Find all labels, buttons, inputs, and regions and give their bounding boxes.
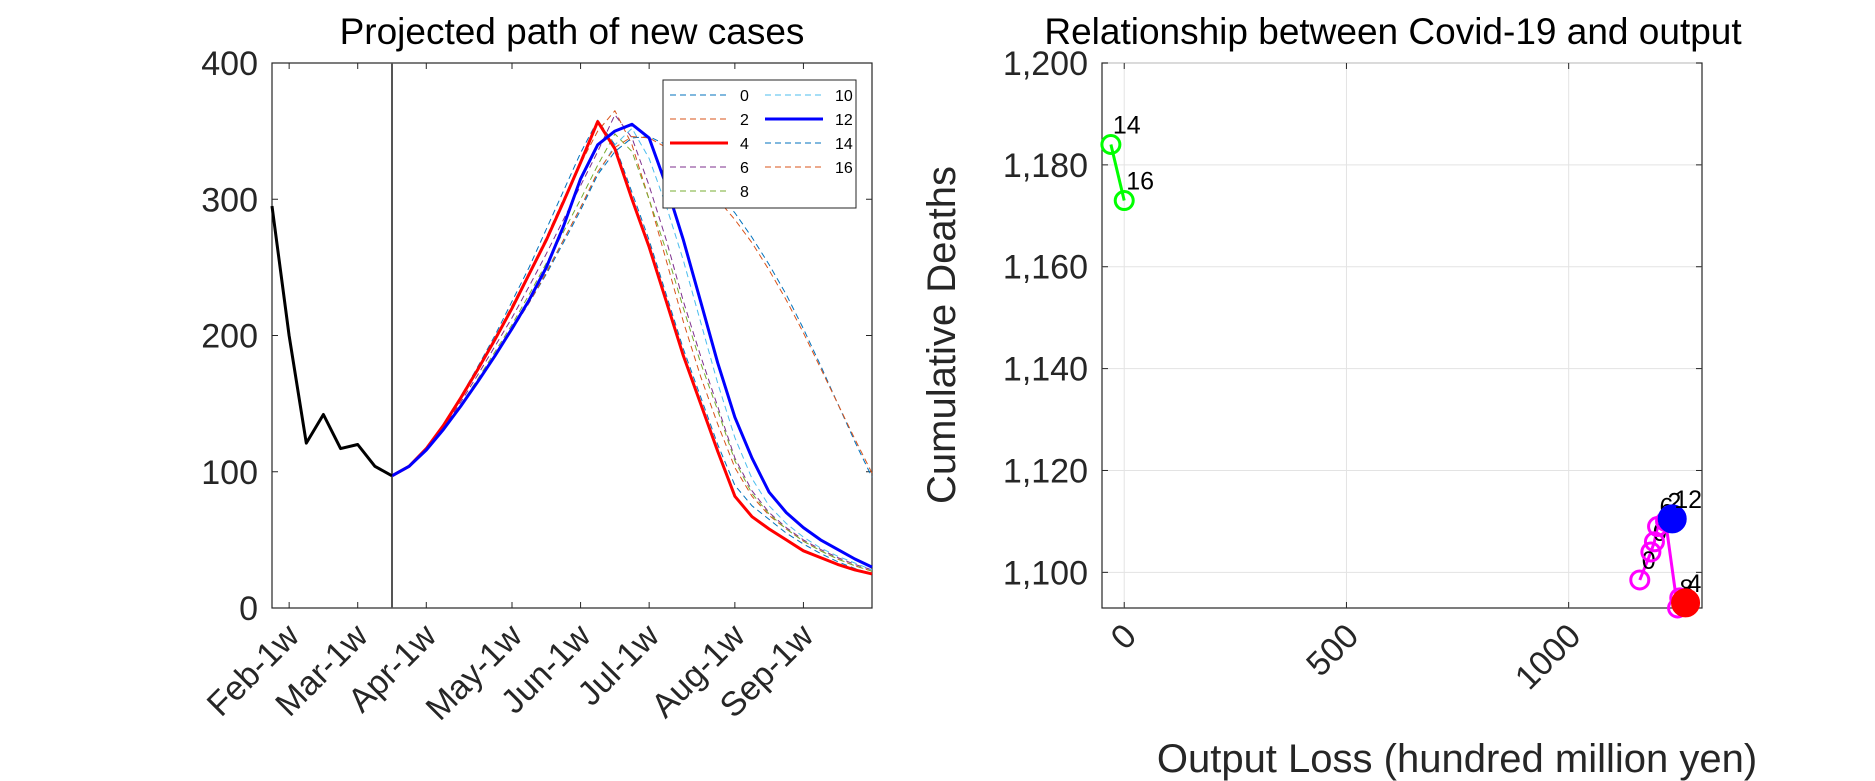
legend: 0 2 4 6 8 10 12 14 16 [662,79,857,209]
data-point [1640,541,1662,563]
data-point [1100,133,1122,155]
series-line-2 [391,110,873,572]
data-point [1643,531,1665,553]
legend-label: 16 [835,160,853,177]
history-line [270,205,393,478]
data-point [1657,504,1687,534]
legend-label: 2 [740,112,749,129]
series-line-10 [391,127,873,571]
data-point [1113,190,1135,212]
new-cases-chart: Projected path of new cases 010020030040… [200,11,873,728]
y-tick-label: 200 [201,318,258,356]
y-tick-label: 1,140 [1003,351,1088,389]
series-line-14 [391,136,873,478]
point-label: 14 [1113,111,1141,139]
x-axis-label: Output Loss (hundred million yen) [1157,737,1757,781]
legend-label: 12 [835,112,853,129]
y-tick-label: 1,100 [1003,554,1088,592]
chart-title: Relationship between Covid-19 and output [1044,11,1742,52]
x-tick-label: 1000 [1508,617,1588,697]
series-group [270,63,873,608]
series-line-16 [391,136,873,477]
data-point [1629,569,1651,591]
y-tick-label: 0 [239,590,258,628]
series-line-0 [391,119,873,575]
chart-title: Projected path of new cases [340,11,805,52]
point-label: 12 [1674,486,1702,514]
scatter-group: 141600628124 [1100,111,1702,619]
plot-area [1101,62,1703,609]
y-tick-label: 1,200 [1003,45,1088,83]
y-tick-label: 100 [201,454,258,492]
legend-label: 8 [740,184,749,201]
x-tick-label: 0 [1104,617,1144,657]
y-tick-label: 1,180 [1003,147,1088,185]
data-point [1671,588,1701,618]
point-label: 16 [1126,168,1154,196]
y-tick-label: 1,120 [1003,452,1088,490]
series-line-6 [391,114,873,571]
series-line-4 [391,120,873,576]
legend-label: 0 [740,88,749,105]
y-axis: 1,100 1,120 1,140 1,160 1,180 1,200 [1003,45,1702,592]
x-tick-label: 500 [1299,617,1366,684]
point-label: 4 [1688,570,1702,598]
grid [1102,62,1702,608]
series-line-12 [391,122,873,569]
y-tick-label: 300 [201,181,258,219]
y-tick-label: 400 [201,45,258,83]
legend-label: 4 [740,136,749,153]
deaths-vs-output-chart: Relationship between Covid-19 and output… [920,11,1757,781]
y-axis-label: Cumulative Deaths [920,166,964,504]
y-tick-label: 1,160 [1003,249,1088,287]
legend-label: 6 [740,160,749,177]
legend-label: 10 [835,88,853,105]
legend-label: 14 [835,136,853,153]
